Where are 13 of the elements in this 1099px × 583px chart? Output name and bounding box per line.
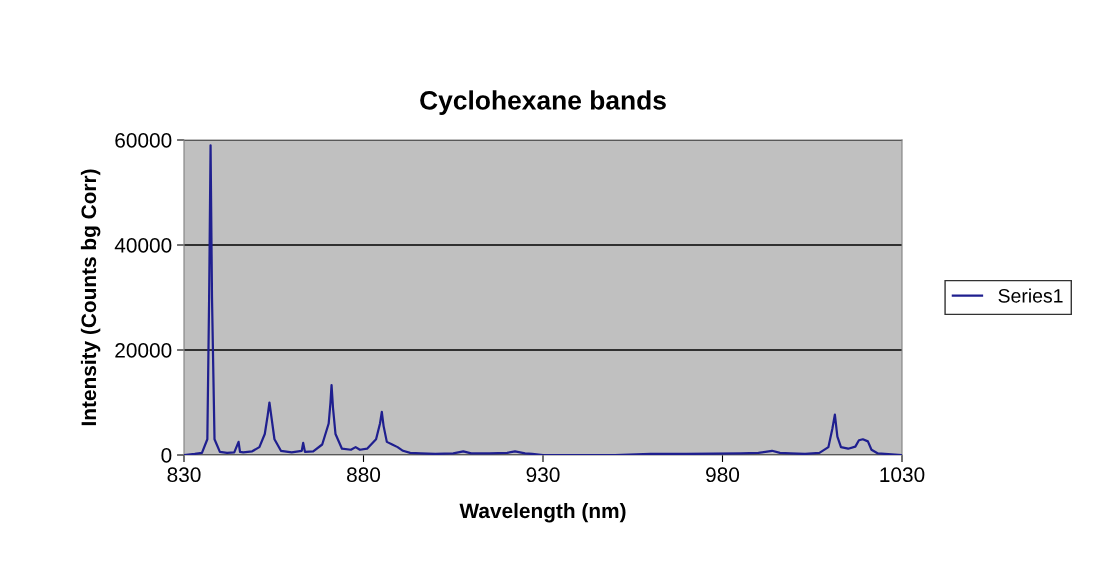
y-tick-label: 40000 <box>114 238 172 253</box>
y-tick-label: 20000 <box>115 343 172 358</box>
y-axis-title: Intensity (Counts bg Corr) <box>80 169 101 426</box>
y-tick-label: 60000 <box>115 133 172 148</box>
x-tick-label: 830 <box>167 467 201 483</box>
x-tick-label: 1030 <box>880 467 925 483</box>
x-tick-label: 880 <box>347 467 381 483</box>
x-axis-title: Wavelength (nm) <box>459 502 626 523</box>
x-tick-label: 980 <box>706 467 740 483</box>
x-tick-label: 930 <box>526 467 560 483</box>
y-tick-label: 0 <box>161 448 172 463</box>
chart-title: Cyclohexane bands <box>420 90 666 115</box>
legend-label: Series1 <box>998 288 1063 303</box>
